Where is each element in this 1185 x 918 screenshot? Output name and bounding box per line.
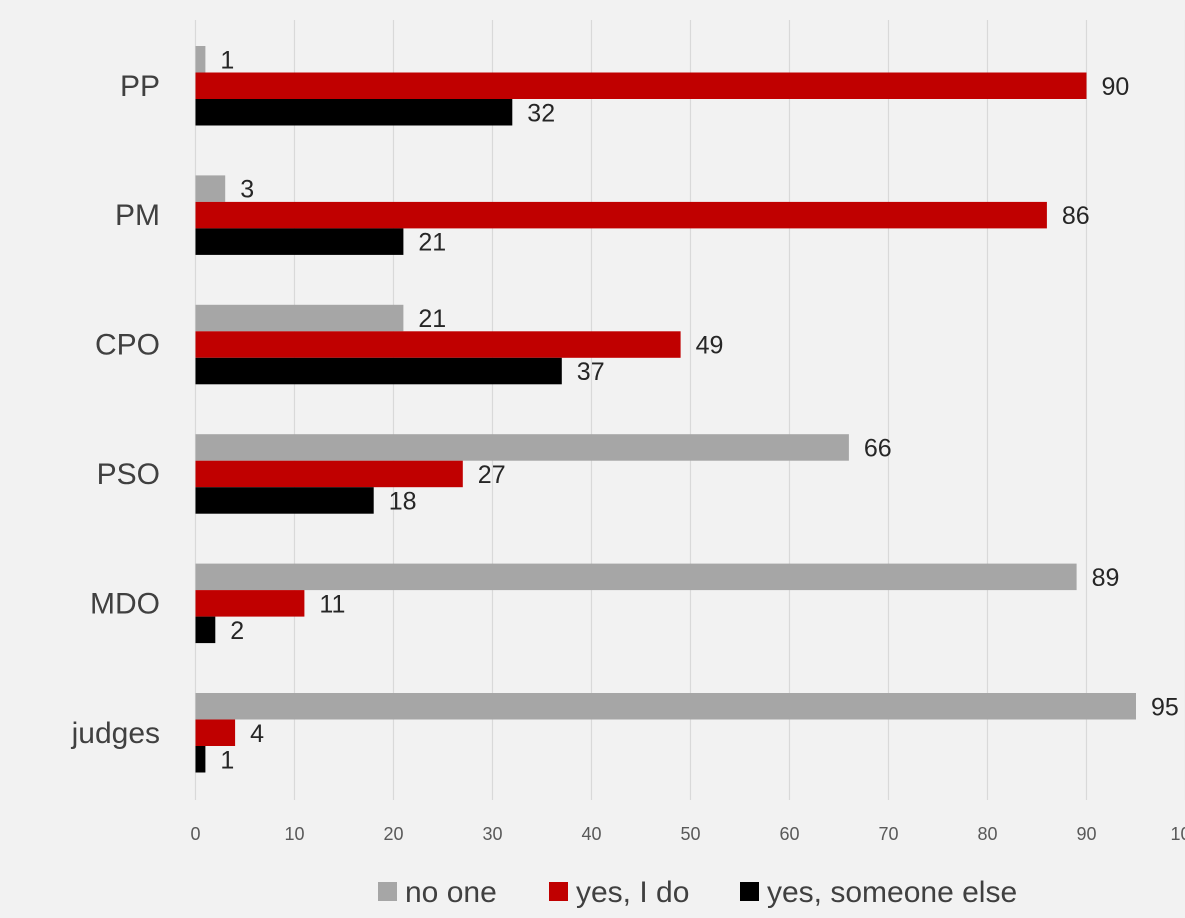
x-tick-label-100: 100 — [1170, 824, 1185, 844]
x-tick-label-80: 80 — [977, 824, 997, 844]
legend-label-0: no one — [405, 876, 497, 909]
x-tick-label-0: 0 — [190, 824, 200, 844]
data-label-pso-series-1: 27 — [478, 461, 506, 489]
x-tick-label-90: 90 — [1076, 824, 1096, 844]
grid-lines — [194, 20, 1185, 800]
data-label-pp-series-0: 1 — [220, 46, 234, 74]
bar-judges-series-0 — [195, 693, 1136, 720]
bar-mdo-series-2 — [195, 616, 216, 644]
bar-cpo-series-2 — [195, 357, 562, 385]
category-label-judges: judges — [71, 717, 160, 750]
data-label-pso-series-0: 66 — [864, 434, 892, 462]
data-label-mdo-series-2: 2 — [230, 617, 244, 645]
x-tick-label-60: 60 — [779, 824, 799, 844]
legend-swatch-0 — [378, 882, 397, 901]
bar-cpo-series-1 — [195, 331, 681, 358]
data-label-mdo-series-0: 89 — [1092, 564, 1120, 592]
data-label-mdo-series-1: 11 — [319, 590, 345, 618]
x-tick-label-40: 40 — [581, 824, 601, 844]
data-label-pp-series-2: 32 — [527, 99, 555, 127]
legend-label-2: yes, someone else — [767, 876, 1017, 909]
data-label-cpo-series-0: 21 — [418, 305, 446, 333]
x-tick-label-30: 30 — [482, 824, 502, 844]
bar-judges-series-1 — [195, 719, 236, 746]
bar-pso-series-0 — [195, 434, 849, 461]
data-label-pp-series-1: 90 — [1102, 73, 1130, 101]
data-label-pm-series-0: 3 — [240, 176, 254, 204]
legend-swatch-2 — [740, 882, 759, 901]
category-labels: PP PM CPO PSO MDO judges — [71, 70, 160, 750]
data-label-cpo-series-1: 49 — [696, 332, 724, 360]
bar-pp-series-1 — [195, 72, 1087, 99]
category-label-mdo: MDO — [90, 587, 160, 620]
bars — [195, 46, 1136, 773]
x-tick-label-70: 70 — [878, 824, 898, 844]
data-label-pso-series-2: 18 — [389, 487, 417, 515]
bar-pp-series-0 — [195, 46, 206, 73]
data-label-judges-series-1: 4 — [250, 720, 264, 748]
bar-mdo-series-0 — [195, 563, 1077, 591]
bar-pm-series-2 — [195, 228, 404, 255]
bar-pm-series-1 — [195, 201, 1047, 229]
bar-judges-series-2 — [195, 746, 206, 773]
data-label-cpo-series-2: 37 — [577, 358, 605, 386]
category-label-cpo: CPO — [95, 329, 160, 362]
data-label-pm-series-1: 86 — [1062, 202, 1090, 230]
legend-swatch-1 — [549, 882, 568, 901]
x-tick-label-20: 20 — [383, 824, 403, 844]
x-axis-ticks: 0 10 20 30 40 50 60 70 80 90 100 — [190, 824, 1185, 844]
bar-pso-series-2 — [195, 487, 374, 514]
data-label-judges-series-2: 1 — [220, 746, 234, 774]
bar-pp-series-2 — [195, 99, 513, 126]
category-label-pso: PSO — [97, 458, 160, 491]
bar-pso-series-1 — [195, 460, 463, 488]
bar-mdo-series-1 — [195, 590, 305, 617]
category-label-pm: PM — [115, 199, 160, 232]
x-tick-label-50: 50 — [680, 824, 700, 844]
legend-label-1: yes, I do — [576, 876, 689, 909]
bar-pm-series-0 — [195, 175, 226, 202]
data-label-judges-series-0: 95 — [1151, 693, 1179, 721]
x-tick-label-10: 10 — [284, 824, 304, 844]
bar-cpo-series-0 — [195, 304, 404, 332]
data-label-pm-series-2: 21 — [418, 229, 446, 257]
legend: no one yes, I do yes, someone else — [378, 876, 1017, 909]
category-label-pp: PP — [120, 70, 160, 103]
